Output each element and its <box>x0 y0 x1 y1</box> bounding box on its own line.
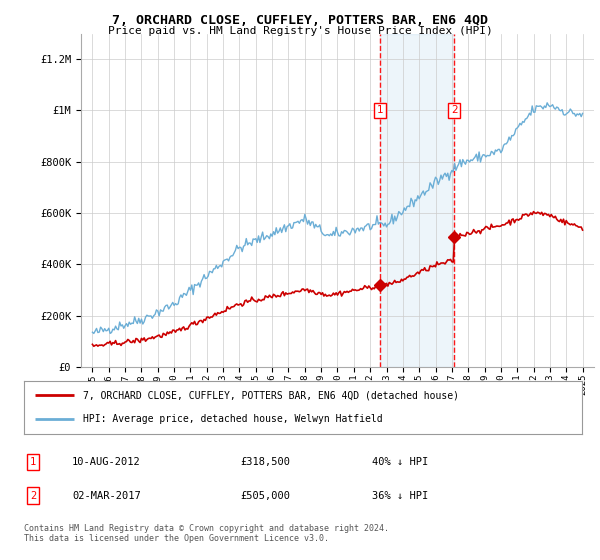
Text: 2: 2 <box>30 491 36 501</box>
Text: Contains HM Land Registry data © Crown copyright and database right 2024.
This d: Contains HM Land Registry data © Crown c… <box>24 524 389 543</box>
Text: 7, ORCHARD CLOSE, CUFFLEY, POTTERS BAR, EN6 4QD (detached house): 7, ORCHARD CLOSE, CUFFLEY, POTTERS BAR, … <box>83 390 458 400</box>
Text: 36% ↓ HPI: 36% ↓ HPI <box>372 491 428 501</box>
Text: £505,000: £505,000 <box>240 491 290 501</box>
Text: HPI: Average price, detached house, Welwyn Hatfield: HPI: Average price, detached house, Welw… <box>83 414 382 424</box>
Text: 7, ORCHARD CLOSE, CUFFLEY, POTTERS BAR, EN6 4QD: 7, ORCHARD CLOSE, CUFFLEY, POTTERS BAR, … <box>112 14 488 27</box>
Text: 40% ↓ HPI: 40% ↓ HPI <box>372 457 428 467</box>
Text: Price paid vs. HM Land Registry's House Price Index (HPI): Price paid vs. HM Land Registry's House … <box>107 26 493 36</box>
Text: 10-AUG-2012: 10-AUG-2012 <box>72 457 141 467</box>
Text: 1: 1 <box>30 457 36 467</box>
Text: 1: 1 <box>377 105 383 115</box>
Text: 2: 2 <box>451 105 458 115</box>
Text: £318,500: £318,500 <box>240 457 290 467</box>
Text: 02-MAR-2017: 02-MAR-2017 <box>72 491 141 501</box>
Bar <box>380 34 454 367</box>
